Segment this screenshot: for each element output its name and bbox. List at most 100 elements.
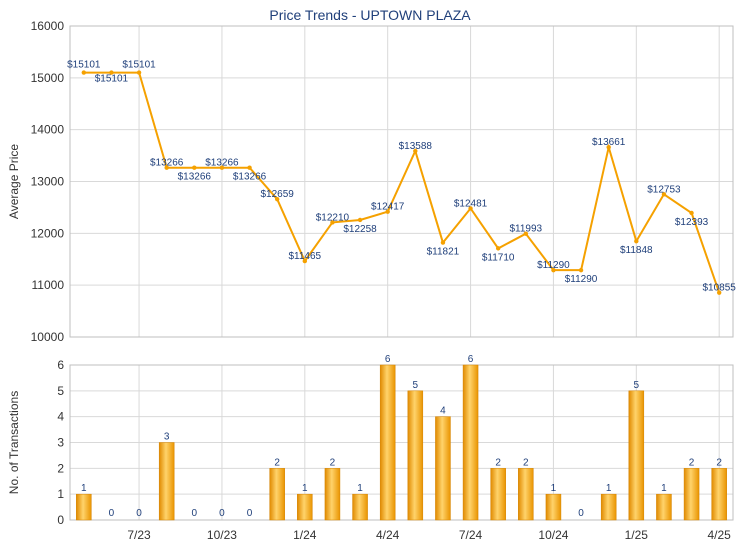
- transaction-data-label: 2: [495, 457, 501, 468]
- price-data-label: $11290: [565, 274, 598, 285]
- transactions-axis-title: No. of Transactions: [7, 391, 21, 494]
- price-point: [274, 196, 280, 202]
- price-point: [440, 240, 446, 245]
- transaction-bar: [490, 468, 506, 521]
- price-data-label: $12210: [316, 212, 350, 223]
- transaction-data-label: 0: [219, 508, 225, 519]
- x-tick-label: 1/25: [625, 528, 649, 542]
- transaction-data-label: 2: [330, 457, 336, 468]
- transactions-plot-frame: [69, 364, 734, 521]
- transaction-bar: [600, 493, 617, 521]
- price-point: [164, 165, 169, 170]
- price-point: [551, 267, 556, 273]
- price-point: [136, 70, 142, 75]
- price-point: [357, 217, 363, 223]
- price-plot-frame: [69, 25, 734, 338]
- price-data-label: $13266: [150, 158, 184, 169]
- price-data-label: $15101: [122, 60, 156, 71]
- price-panel: 10000 11000 12000 13000 14000 15000 16000 $1510…: [31, 19, 737, 344]
- transaction-data-label: 0: [192, 508, 198, 519]
- price-point: [523, 231, 529, 236]
- transaction-bar: [545, 493, 562, 521]
- transaction-bar: [379, 364, 396, 521]
- transaction-data-label: 1: [302, 483, 308, 494]
- transactions-tick-label: 3: [57, 436, 64, 450]
- x-tick-label: 10/24: [538, 528, 568, 542]
- transactions-tick-label: 0: [57, 513, 64, 527]
- x-tick-label: 7/23: [127, 528, 151, 542]
- x-tick-label: 4/24: [376, 528, 400, 542]
- price-point: [385, 209, 390, 214]
- price-tick-label: 14000: [31, 123, 65, 137]
- price-data-label: $13266: [178, 172, 212, 183]
- transactions-tick-label: 1: [57, 487, 64, 501]
- price-tick-label: 15000: [31, 71, 65, 85]
- transaction-data-label: 0: [109, 508, 115, 519]
- price-data-label: $13266: [233, 172, 267, 183]
- price-tick-label: 16000: [31, 19, 65, 33]
- price-axis-title: Average Price: [7, 144, 21, 219]
- transaction-data-label: 2: [689, 457, 695, 468]
- transaction-data-label: 0: [136, 508, 142, 519]
- transactions-tick-label: 2: [57, 461, 64, 475]
- transactions-tick-label: 5: [57, 384, 64, 398]
- price-data-label: $12659: [261, 189, 295, 200]
- transaction-data-label: 6: [385, 354, 391, 365]
- price-tick-label: 13000: [31, 175, 65, 189]
- price-point: [634, 239, 639, 244]
- price-tick-label: 10000: [31, 330, 65, 344]
- price-point: [302, 258, 308, 264]
- price-data-label: $11821: [427, 247, 460, 258]
- transaction-data-label: 1: [357, 483, 363, 494]
- transaction-data-label: 0: [578, 508, 584, 519]
- price-data-label: $12417: [371, 202, 405, 213]
- chart-title: Price Trends - UPTOWN PLAZA: [269, 7, 471, 23]
- price-data-label: $13266: [205, 158, 239, 169]
- price-data-label: $11290: [537, 260, 570, 271]
- x-tick-label: 7/24: [459, 528, 483, 542]
- price-point: [661, 192, 667, 197]
- price-data-label: $11993: [509, 224, 542, 235]
- price-data-label: $12481: [454, 198, 488, 209]
- transaction-data-label: 1: [661, 483, 667, 494]
- transaction-data-label: 1: [606, 483, 612, 494]
- transaction-data-label: 4: [440, 406, 446, 417]
- transaction-bar: [518, 468, 534, 521]
- price-data-label: $11848: [620, 245, 653, 256]
- price-point: [219, 165, 225, 170]
- price-point: [81, 70, 87, 75]
- transaction-bar: [269, 468, 285, 521]
- x-tick-label: 1/24: [293, 528, 317, 542]
- transactions-panel: 0 1 2 3 4 5 6 1 0 0 3 0 0 0 2 1 2 1 6 5 4 6 2 2 1 0 1 5 1 2 2 7/23 10/23…: [57, 354, 734, 542]
- price-data-label: $11465: [288, 251, 321, 262]
- transactions-tick-label: 4: [57, 410, 64, 424]
- price-data-label: $12393: [675, 217, 709, 228]
- price-point: [468, 206, 473, 211]
- price-data-label: $13588: [399, 141, 433, 152]
- price-point: [606, 145, 611, 150]
- transaction-bar: [656, 493, 672, 521]
- price-data-label: $15101: [95, 74, 129, 85]
- transaction-data-label: 2: [716, 457, 722, 468]
- transactions-tick-label: 6: [57, 358, 64, 372]
- transaction-data-label: 1: [81, 483, 87, 494]
- transaction-bar: [297, 493, 313, 521]
- transaction-data-label: 5: [413, 380, 419, 391]
- transaction-bar: [711, 468, 727, 521]
- transaction-bar: [435, 416, 451, 521]
- price-point: [413, 148, 418, 154]
- price-point: [330, 220, 335, 225]
- transaction-data-label: 2: [274, 457, 280, 468]
- price-data-label: $12258: [343, 224, 377, 235]
- transaction-data-label: 2: [523, 457, 529, 468]
- transaction-data-label: 1: [551, 483, 557, 494]
- price-point: [578, 267, 584, 273]
- price-data-label: $10855: [703, 283, 737, 294]
- transaction-bar: [324, 468, 341, 521]
- transaction-bar: [683, 468, 700, 521]
- price-point: [192, 165, 197, 170]
- price-tick-label: 12000: [31, 226, 65, 240]
- price-point: [689, 210, 694, 216]
- x-tick-label: 10/23: [207, 528, 237, 542]
